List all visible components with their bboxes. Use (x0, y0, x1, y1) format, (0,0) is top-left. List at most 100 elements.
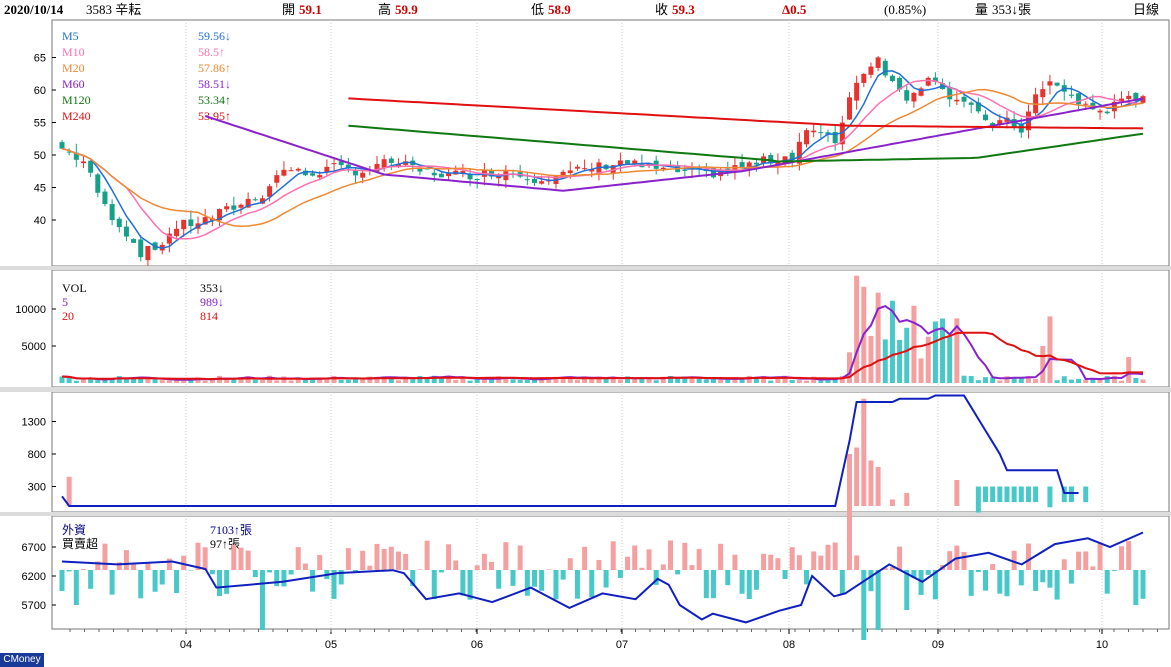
price-legend-name: M120 (62, 93, 91, 107)
price-legend-value: 53.95↑ (198, 109, 231, 123)
volume-bar (761, 375, 767, 383)
volume-bar (138, 376, 144, 383)
volume-bar (438, 377, 444, 383)
candle-body (224, 206, 230, 210)
foreign-bar (116, 562, 122, 570)
period-selector[interactable]: 日線 (1133, 2, 1160, 17)
candle-body (216, 209, 222, 221)
volume-bar (116, 376, 122, 383)
candle-body (288, 170, 294, 172)
candle-body (252, 199, 258, 201)
candle-body (138, 239, 144, 258)
candle-body (267, 186, 273, 197)
foreign-tick-label: 6700 (22, 542, 46, 554)
candle-body (589, 169, 595, 172)
candle-body (338, 161, 344, 166)
foreign-bar (567, 558, 573, 570)
volume-bar (238, 377, 244, 383)
volume-bar (753, 376, 759, 383)
month-label: 10 (1096, 639, 1108, 651)
foreign-bar (288, 570, 294, 575)
candle-body (417, 167, 423, 172)
candle-body (202, 217, 208, 225)
third-bar (1061, 486, 1067, 503)
volume-bar (768, 380, 774, 383)
volume-bar (589, 378, 595, 383)
volume-bar (582, 376, 588, 383)
foreign-bar (918, 570, 924, 595)
foreign-bar (252, 570, 258, 578)
foreign-bar (453, 560, 459, 570)
candle-body (310, 173, 316, 176)
candle-body (875, 57, 881, 68)
volume-bar (610, 377, 616, 383)
candle-body (918, 88, 924, 96)
volume-bar (839, 375, 845, 383)
third-bar (1083, 486, 1089, 503)
candle-body (123, 226, 129, 237)
third-bar (868, 460, 874, 506)
candle-body (302, 170, 308, 176)
volume-bar (360, 378, 366, 383)
price-tick-label: 55 (34, 118, 46, 130)
volume-bar (73, 380, 79, 383)
foreign-bar (1126, 541, 1132, 570)
candle-body (166, 233, 172, 244)
volume-bar (739, 378, 745, 383)
panel-separator (0, 387, 1171, 392)
candle-body (331, 163, 337, 165)
candle-body (968, 102, 974, 105)
third-bar (1011, 486, 1017, 503)
candle-body (925, 77, 931, 86)
foreign-bar (696, 549, 702, 570)
foreign-bar (610, 541, 616, 570)
close-value: 59.3 (672, 2, 695, 17)
candle-body (582, 168, 588, 170)
foreign-bar (481, 553, 487, 570)
volume-bar (310, 377, 316, 383)
candle-body (1068, 94, 1074, 96)
foreign-bar (267, 570, 273, 573)
low-label: 低 (531, 2, 545, 17)
volume-bar (818, 380, 824, 383)
candle-body (889, 75, 895, 81)
volume-bar (832, 379, 838, 383)
foreign-bar (1040, 570, 1046, 583)
volume-bar (1076, 378, 1082, 383)
volume-legend-value: 814 (200, 309, 218, 323)
candle-body (832, 131, 838, 144)
foreign-bar (682, 542, 688, 570)
foreign-bar (796, 555, 802, 570)
foreign-bar (231, 544, 237, 570)
price-legend-value: 57.86↑ (198, 61, 231, 75)
volume-bar (804, 380, 810, 383)
quote-date: 2020/10/14 (4, 2, 64, 17)
foreign-bar (675, 570, 681, 575)
volume-bar (1040, 346, 1046, 383)
candle-body (739, 162, 745, 167)
candle-body (102, 191, 108, 205)
volume-label: 量 (975, 2, 989, 17)
foreign-bar (718, 543, 724, 570)
third-bar (1018, 486, 1024, 503)
foreign-bar (1140, 570, 1146, 599)
foreign-bar (904, 570, 910, 610)
volume-bar (703, 379, 709, 383)
foreign-bar (123, 550, 129, 570)
volume-bar (288, 380, 294, 383)
candle-body (131, 239, 137, 243)
volume-bar (417, 375, 423, 383)
foreign-bar (839, 570, 845, 595)
foreign-bar (889, 567, 895, 570)
candle-body (317, 175, 323, 178)
foreign-bar (997, 570, 1003, 594)
candle-body (610, 165, 616, 173)
foreign-bar (1004, 570, 1010, 597)
foreign-bar (875, 570, 881, 630)
foreign-bar (732, 554, 738, 570)
volume-bar (997, 380, 1003, 383)
candle-body (1097, 110, 1103, 113)
volume-value: 353↓張 (992, 2, 1032, 17)
volume-bar (596, 376, 602, 383)
foreign-bar (983, 570, 989, 591)
